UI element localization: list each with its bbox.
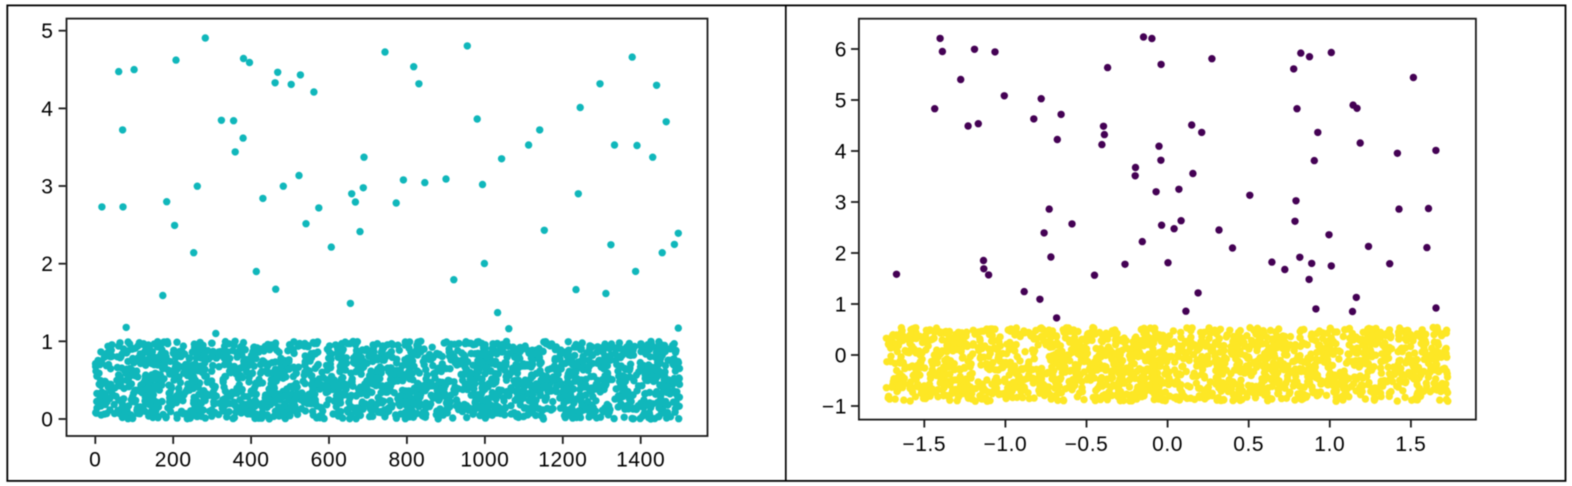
svg-text:1400: 1400: [616, 448, 665, 471]
svg-text:−1.5: −1.5: [902, 433, 946, 456]
svg-text:0: 0: [89, 448, 101, 471]
svg-text:3: 3: [835, 192, 847, 215]
svg-text:0.5: 0.5: [1233, 433, 1264, 456]
svg-text:200: 200: [155, 448, 192, 471]
svg-text:3: 3: [41, 176, 53, 199]
svg-text:−0.5: −0.5: [1065, 433, 1109, 456]
svg-text:2: 2: [41, 253, 53, 276]
svg-text:1: 1: [41, 331, 53, 354]
svg-text:4: 4: [41, 98, 53, 121]
svg-text:1200: 1200: [538, 448, 587, 471]
svg-text:−1: −1: [822, 396, 847, 419]
svg-text:400: 400: [233, 448, 270, 471]
svg-text:0: 0: [835, 345, 847, 368]
svg-text:4: 4: [835, 141, 847, 164]
svg-text:2: 2: [835, 243, 847, 266]
svg-text:0: 0: [41, 409, 53, 432]
svg-text:−1.0: −1.0: [983, 433, 1027, 456]
svg-text:1000: 1000: [460, 448, 509, 471]
svg-text:6: 6: [835, 39, 847, 62]
svg-text:1.0: 1.0: [1314, 433, 1345, 456]
svg-text:5: 5: [835, 90, 847, 113]
svg-text:600: 600: [311, 448, 348, 471]
svg-text:5: 5: [41, 20, 53, 43]
svg-text:1: 1: [835, 294, 847, 317]
svg-text:1.5: 1.5: [1395, 433, 1426, 456]
svg-text:0.0: 0.0: [1152, 433, 1183, 456]
svg-text:800: 800: [388, 448, 425, 471]
